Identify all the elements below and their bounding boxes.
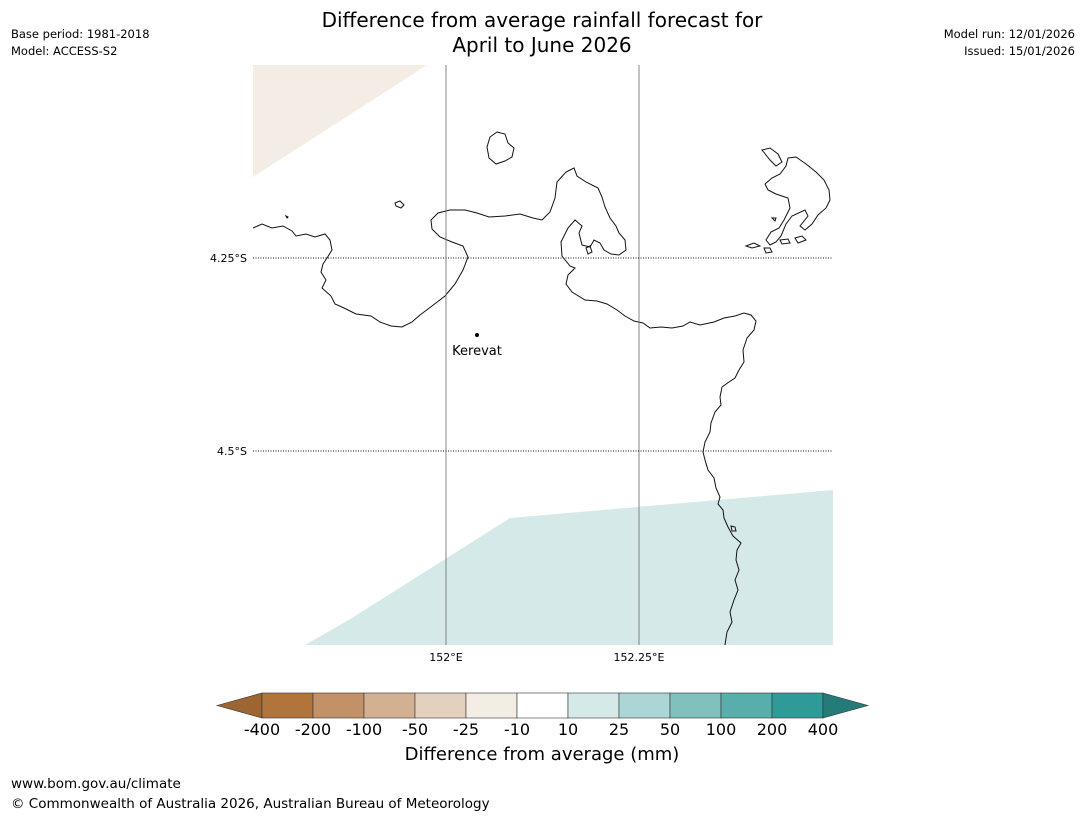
colorbar-tick-label: 10 bbox=[557, 720, 579, 739]
island-north bbox=[486, 131, 515, 165]
colorbar-tick-label: 200 bbox=[756, 720, 788, 739]
islet-7 bbox=[730, 525, 737, 532]
colorbar-segment bbox=[720, 692, 773, 719]
footer-url: www.bom.gov.au/climate bbox=[11, 776, 181, 792]
colorbar-tick-label: -100 bbox=[345, 720, 383, 739]
colorbar-tick-label: 100 bbox=[705, 720, 737, 739]
islet-6 bbox=[770, 217, 777, 222]
colorbar-segment bbox=[414, 692, 467, 719]
colorbar-segment bbox=[516, 692, 569, 719]
colorbar-tick-label: -10 bbox=[503, 720, 531, 739]
wet-region bbox=[305, 490, 833, 645]
islet-3 bbox=[763, 247, 773, 254]
coastline-main bbox=[252, 167, 757, 646]
meta-right: Model run: 12/01/2026 Issued: 15/01/2026 bbox=[944, 26, 1075, 60]
base-period-text: Base period: 1981-2018 bbox=[11, 27, 150, 41]
islands-east bbox=[761, 147, 783, 167]
colorbar-extend-low bbox=[215, 692, 263, 719]
colorbar-segment bbox=[465, 692, 518, 719]
title-line-1: Difference from average rainfall forecas… bbox=[321, 8, 763, 32]
colorbar-segment bbox=[567, 692, 620, 719]
colorbar-extend-high bbox=[822, 692, 870, 719]
islet-5 bbox=[794, 235, 807, 244]
dry-region bbox=[253, 65, 427, 177]
colorbar-tick-label: 50 bbox=[659, 720, 681, 739]
kerevat-label: Kerevat bbox=[452, 344, 502, 359]
colorbar-segment bbox=[312, 692, 365, 719]
colorbar-segment bbox=[669, 692, 722, 719]
colorbar bbox=[215, 692, 870, 719]
colorbar-title: Difference from average (mm) bbox=[404, 744, 680, 765]
islet-4 bbox=[779, 238, 791, 245]
colorbar-tick-label: -200 bbox=[294, 720, 332, 739]
colorbar-tick-label: -50 bbox=[401, 720, 429, 739]
islet-2 bbox=[744, 242, 762, 249]
lon-label-152-25: 152.25°E bbox=[614, 651, 665, 664]
coastline bbox=[252, 131, 831, 646]
issued-text: Issued: 15/01/2026 bbox=[964, 44, 1075, 58]
islands-east-2 bbox=[764, 156, 831, 246]
colorbar-tick-label: -400 bbox=[243, 720, 281, 739]
model-text: Model: ACCESS-S2 bbox=[11, 44, 118, 58]
chart-title: Difference from average rainfall forecas… bbox=[242, 8, 842, 58]
colorbar-segment bbox=[261, 692, 314, 719]
colorbar-tick-label: 400 bbox=[807, 720, 839, 739]
colorbar-tick-label: -25 bbox=[452, 720, 480, 739]
colorbar-segment bbox=[618, 692, 671, 719]
lat-label-4-5: 4.5°S bbox=[217, 445, 247, 458]
lat-label-4-25: 4.25°S bbox=[210, 252, 247, 265]
meta-left: Base period: 1981-2018 Model: ACCESS-S2 bbox=[11, 26, 150, 60]
lon-label-152: 152°E bbox=[429, 651, 462, 664]
islet-1 bbox=[284, 214, 289, 219]
footer-copyright: © Commonwealth of Australia 2026, Austra… bbox=[11, 796, 490, 812]
kerevat-marker bbox=[475, 333, 479, 337]
colorbar-segment bbox=[771, 692, 824, 719]
title-line-2: April to June 2026 bbox=[452, 33, 632, 57]
colorbar-segment bbox=[363, 692, 416, 719]
bay-island bbox=[585, 245, 593, 255]
colorbar-tick-label: 25 bbox=[608, 720, 630, 739]
model-run-text: Model run: 12/01/2026 bbox=[943, 27, 1075, 41]
island-small-west bbox=[394, 200, 405, 209]
